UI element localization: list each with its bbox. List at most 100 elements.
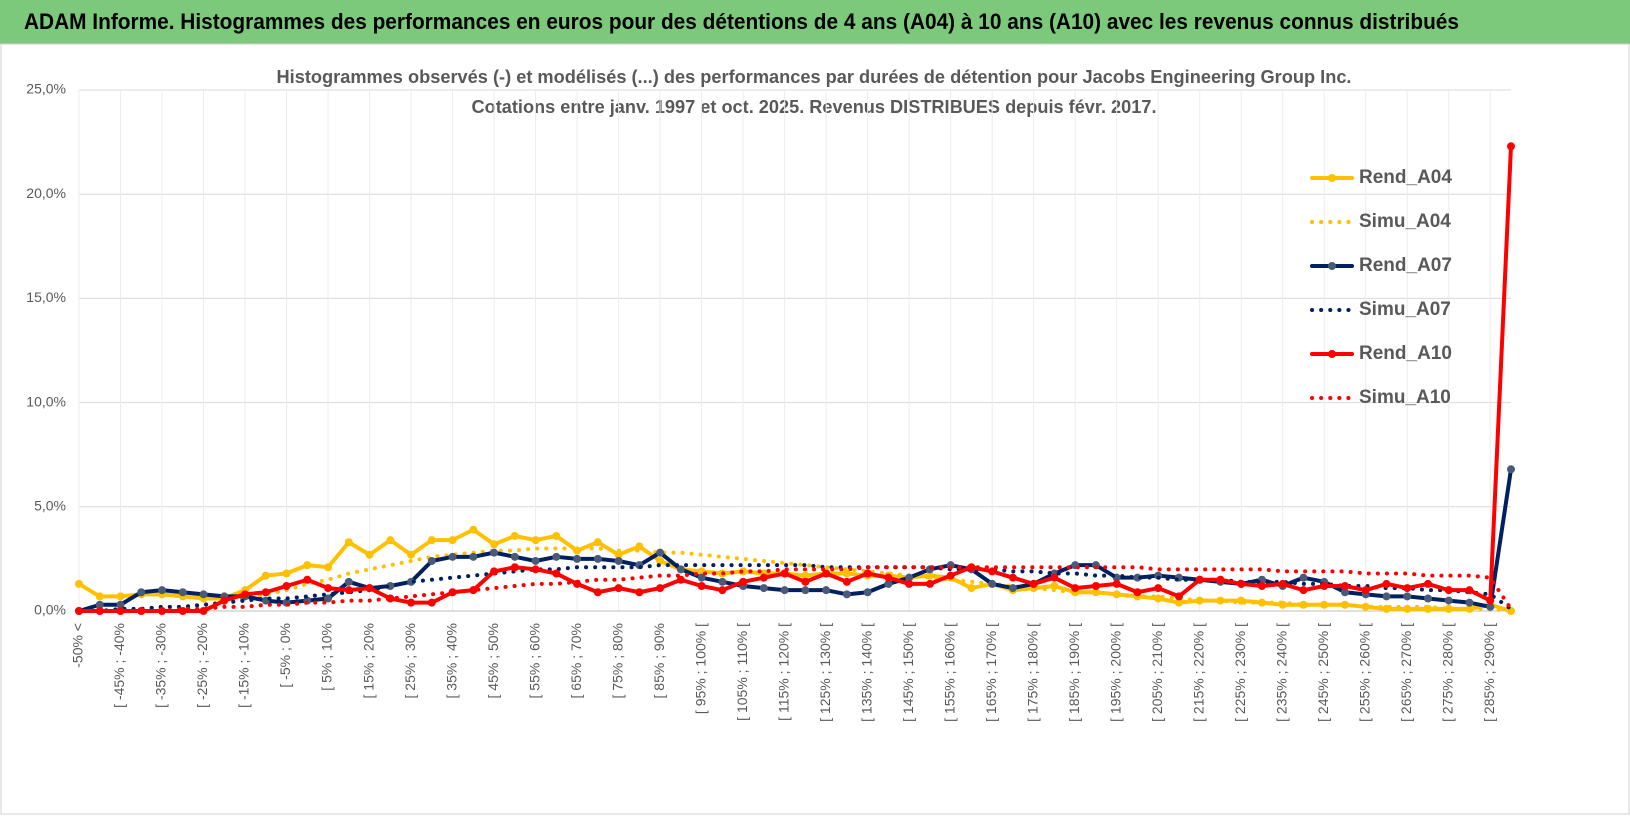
x-tick-label: [ -5% ; 0% <box>277 623 293 688</box>
data-point <box>1008 573 1017 582</box>
data-point <box>510 563 519 572</box>
data-point <box>1423 579 1432 588</box>
data-point <box>1112 579 1121 588</box>
x-tick-label: [ -25% ; -20% <box>194 623 210 708</box>
data-point <box>1133 588 1142 597</box>
data-point <box>75 579 83 588</box>
data-point <box>1361 602 1370 611</box>
x-tick-label: [ 145% ; 150% [ <box>900 623 916 722</box>
data-point <box>1050 581 1059 590</box>
y-tick-label: 15,0% <box>26 289 66 305</box>
x-tick-label: [ 175% ; 180% [ <box>1024 623 1040 722</box>
data-point <box>614 584 623 593</box>
data-point <box>1382 579 1391 588</box>
data-point <box>303 575 312 584</box>
data-point <box>95 600 104 609</box>
x-tick-label: [ 95% ; 100% [ <box>692 623 708 714</box>
x-tick-label: [ -35% ; -30% <box>153 623 169 708</box>
x-tick-label: [ 225% ; 230% [ <box>1232 623 1248 722</box>
data-point <box>801 577 810 586</box>
data-point <box>116 600 125 609</box>
data-point <box>1154 584 1163 593</box>
data-point <box>220 596 229 605</box>
data-point <box>344 577 353 586</box>
data-point <box>1278 579 1287 588</box>
data-point <box>344 586 353 595</box>
data-point <box>925 579 934 588</box>
data-point <box>490 567 499 576</box>
x-tick-label: [ 265% ; 270% [ <box>1398 623 1414 722</box>
data-point <box>1154 594 1163 603</box>
x-tick-label: [ 285% ; 290% [ <box>1481 623 1497 722</box>
legend-label: Rend_A10 <box>1359 343 1452 364</box>
x-tick-label: [ 15% ; 20% <box>360 623 376 699</box>
data-point <box>656 556 665 565</box>
data-point <box>1465 598 1474 607</box>
x-tick-label: [ 135% ; 140% [ <box>858 623 874 722</box>
data-point <box>884 573 893 582</box>
data-point <box>988 567 997 576</box>
y-tick-label: 5,0% <box>34 498 66 514</box>
data-point <box>1486 596 1495 605</box>
data-point <box>614 556 623 565</box>
x-tick-label: [ 85% ; 90% <box>651 623 667 699</box>
data-point <box>822 586 831 595</box>
data-point <box>635 542 644 551</box>
data-point <box>490 548 499 557</box>
data-point <box>1133 573 1142 582</box>
data-point <box>365 550 374 559</box>
data-point <box>656 584 665 593</box>
legend-label: Simu_A07 <box>1359 299 1451 320</box>
data-point <box>1091 588 1100 597</box>
data-point <box>407 598 416 607</box>
data-point <box>531 536 540 545</box>
data-point <box>1507 465 1515 474</box>
data-point <box>552 552 561 561</box>
data-point <box>95 607 104 615</box>
data-point <box>1361 586 1370 595</box>
x-tick-label: [ 115% ; 120% [ <box>775 623 791 721</box>
data-point <box>116 592 125 601</box>
data-point <box>1237 579 1246 588</box>
data-point <box>365 584 374 593</box>
data-point <box>842 569 851 578</box>
x-tick-label: [ 75% ; 80% <box>609 623 625 699</box>
data-point <box>718 577 727 586</box>
simulated-line <box>77 565 1513 613</box>
data-point <box>842 590 851 599</box>
data-point <box>1299 586 1308 595</box>
legend-marker <box>1328 262 1336 270</box>
data-point <box>1340 588 1349 597</box>
x-tick-label: [ 215% ; 220% [ <box>1190 623 1206 722</box>
x-tick-label: [ 255% ; 260% [ <box>1356 623 1372 722</box>
data-point <box>158 586 167 595</box>
data-point <box>822 569 831 578</box>
y-tick-label: 0,0% <box>34 602 66 618</box>
data-point <box>1091 581 1100 590</box>
data-point <box>573 554 582 563</box>
data-point <box>593 554 602 563</box>
data-point <box>656 548 665 557</box>
data-point <box>1423 594 1432 603</box>
x-tick-label: -50% < <box>70 623 86 668</box>
y-tick-label: 25,0% <box>26 81 66 97</box>
header-bar <box>0 0 1630 44</box>
x-tick-label: [ 35% ; 40% <box>443 623 459 699</box>
data-point <box>261 571 270 580</box>
data-point <box>1465 586 1474 595</box>
data-point <box>427 556 436 565</box>
data-point <box>1444 586 1453 595</box>
chart-border <box>0 43 1630 815</box>
data-point <box>884 579 893 588</box>
data-point <box>1299 600 1308 609</box>
x-tick-label: [ 245% ; 250% [ <box>1315 623 1331 722</box>
data-point <box>324 584 333 593</box>
data-point <box>178 588 187 597</box>
data-point <box>282 581 291 590</box>
data-point <box>1299 573 1308 582</box>
data-point <box>718 586 727 595</box>
x-tick-label: [ 25% ; 30% <box>402 623 418 699</box>
x-tick-label: [ 195% ; 200% [ <box>1107 623 1123 722</box>
data-point <box>593 538 602 547</box>
